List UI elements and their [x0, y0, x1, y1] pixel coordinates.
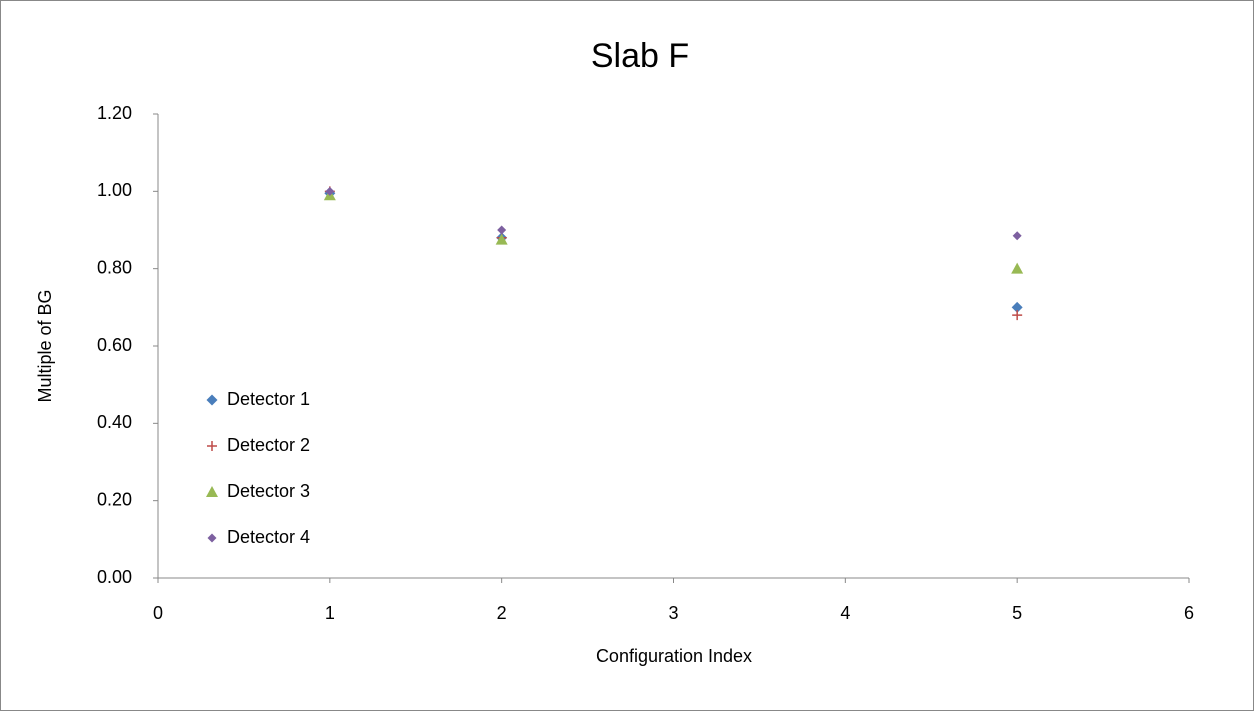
x-tick-label: 2 — [497, 603, 507, 623]
x-axis-label: Configuration Index — [596, 646, 752, 666]
marker — [207, 533, 217, 543]
x-tick-label: 0 — [153, 603, 163, 623]
marker — [206, 394, 218, 406]
y-tick-label: 1.20 — [97, 103, 132, 123]
y-tick-label: 0.80 — [97, 257, 132, 277]
marker — [497, 225, 507, 235]
x-tick-label: 6 — [1184, 603, 1194, 623]
legend-label: Detector 2 — [227, 435, 310, 455]
marker — [207, 441, 217, 451]
marker — [206, 486, 218, 497]
marker — [325, 186, 335, 196]
chart-title: Slab F — [591, 37, 689, 75]
y-tick-label: 0.40 — [97, 412, 132, 432]
y-tick-label: 0.00 — [97, 567, 132, 587]
legend-label: Detector 1 — [227, 389, 310, 409]
x-tick-label: 4 — [840, 603, 850, 623]
legend-label: Detector 4 — [227, 527, 310, 547]
y-axis-label: Multiple of BG — [35, 289, 55, 402]
y-tick-label: 0.20 — [97, 489, 132, 509]
marker — [1012, 231, 1022, 241]
x-tick-label: 3 — [668, 603, 678, 623]
x-tick-label: 1 — [325, 603, 335, 623]
legend-label: Detector 3 — [227, 481, 310, 501]
marker — [1012, 310, 1023, 321]
marker — [495, 233, 508, 245]
y-tick-label: 1.00 — [97, 180, 132, 200]
marker — [1011, 301, 1023, 313]
marker — [1011, 262, 1024, 274]
x-tick-label: 5 — [1012, 603, 1022, 623]
y-tick-label: 0.60 — [97, 335, 132, 355]
